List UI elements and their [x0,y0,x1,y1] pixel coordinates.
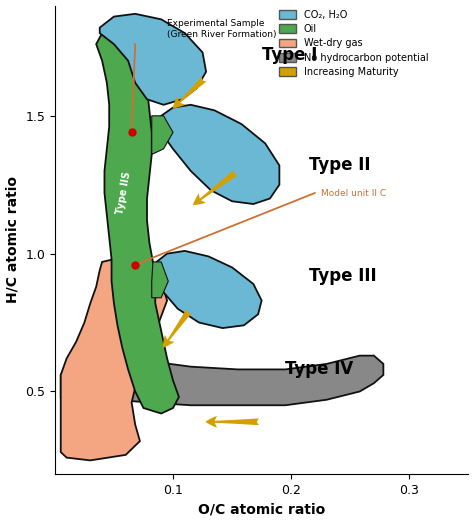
Polygon shape [152,262,168,298]
Polygon shape [156,251,262,328]
Polygon shape [96,28,179,413]
X-axis label: O/C atomic ratio: O/C atomic ratio [198,503,325,516]
Y-axis label: H/C atomic ratio: H/C atomic ratio [6,176,19,303]
Text: Type I: Type I [262,46,317,64]
Polygon shape [161,105,279,204]
Text: Type II: Type II [309,157,370,174]
Text: Type IIS: Type IIS [115,171,132,215]
Text: Experimental Sample
(Green River Formation): Experimental Sample (Green River Formati… [167,19,277,39]
Polygon shape [61,355,383,405]
Legend: CO₂, H₂O, Oil, Wet-dry gas, No hydrocarbon potential, Increasing Maturity: CO₂, H₂O, Oil, Wet-dry gas, No hydrocarb… [275,6,432,81]
Polygon shape [100,14,206,105]
Polygon shape [152,116,173,155]
Text: Type III: Type III [309,267,376,284]
Text: Model unit II C: Model unit II C [321,188,386,197]
Polygon shape [61,259,167,460]
Text: Type IV: Type IV [285,360,354,378]
